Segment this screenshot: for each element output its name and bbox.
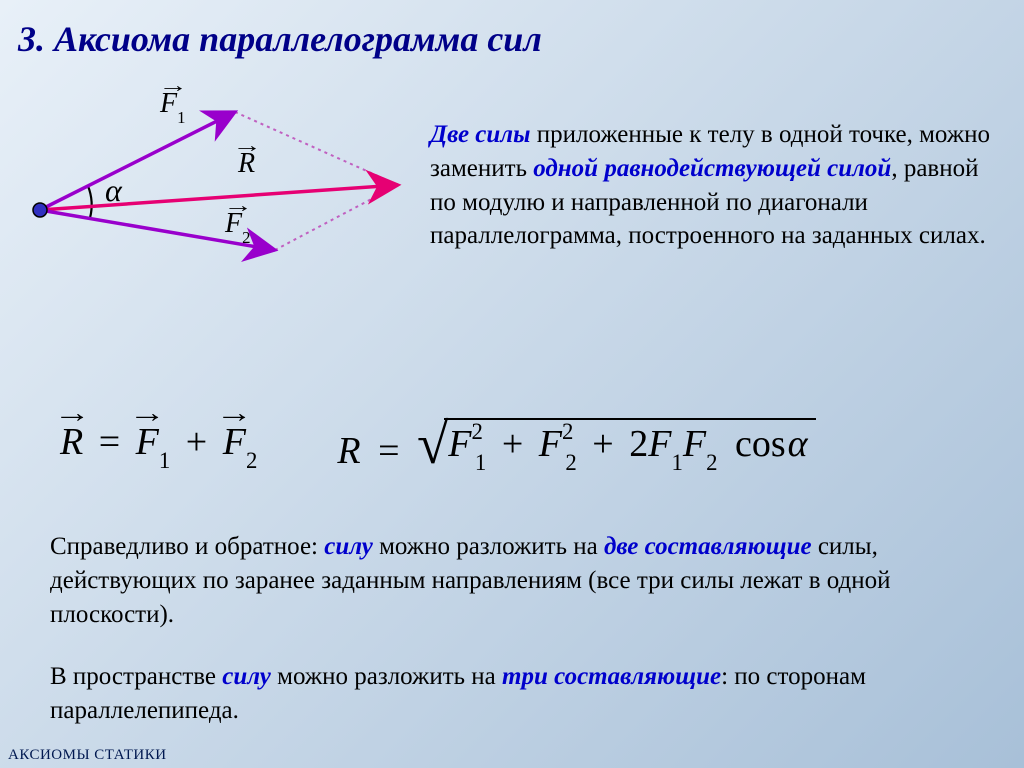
vector-F1 xyxy=(40,112,235,210)
paragraph-converse: Справедливо и обратное: силу можно разло… xyxy=(50,530,970,631)
angle-arc xyxy=(88,186,92,218)
vector-R xyxy=(40,185,398,210)
dotted-edge-2 xyxy=(275,185,398,250)
parallelogram-diagram: F1 R F2 α xyxy=(10,70,410,270)
magnitude-equation: R = √ F21 + F22 + 2F1F2 cosα xyxy=(337,412,815,477)
origin-point xyxy=(33,203,47,217)
footer-label: АКСИОМЫ СТАТИКИ xyxy=(8,747,167,764)
slide-title: 3. Аксиома параллелограмма сил xyxy=(18,18,542,60)
vector-equation: R = F1 + F2 xyxy=(60,420,257,469)
formula-row: R = F1 + F2 R = √ F21 + F22 + 2F1F2 cosα xyxy=(60,412,960,477)
label-alpha: α xyxy=(105,172,122,209)
diagram-svg xyxy=(10,70,410,270)
paragraph-definition: Две силы приложенные к телу в одной точк… xyxy=(430,118,1000,253)
label-F1: F1 xyxy=(160,88,186,124)
label-R: R xyxy=(238,148,255,180)
paragraph-space: В пространстве силу можно разложить на т… xyxy=(50,660,970,728)
label-F2: F2 xyxy=(225,208,251,244)
